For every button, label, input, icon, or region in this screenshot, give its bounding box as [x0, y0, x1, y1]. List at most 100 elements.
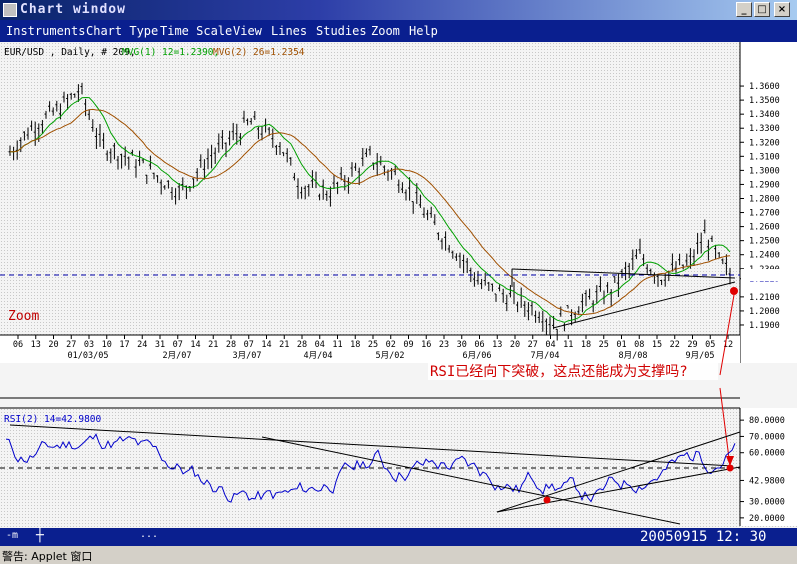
maximize-button[interactable]: □: [754, 2, 770, 17]
date-tick-label: 13: [492, 340, 502, 350]
rsi-tick-label: 60.0000: [749, 449, 785, 459]
crosshair-icon[interactable]: ┼: [36, 528, 44, 543]
date-tick-label: 17: [119, 340, 129, 350]
applet-warning-bar: 警告: Applet 窗口: [0, 546, 797, 564]
date-tick-label: 18: [350, 340, 360, 350]
price-axis-panel: [740, 42, 797, 377]
date-tick-label: 04: [545, 340, 555, 350]
status-datetime: 20050915 12: 30: [640, 529, 767, 545]
rsi-tick-label: 42.9800: [749, 476, 785, 486]
date-tick-label: 23: [439, 340, 449, 350]
lower-trendline[interactable]: [552, 281, 736, 329]
chart-area[interactable]: EUR/USD , Daily, # 209, MVG(1) 12=1.2390…: [0, 42, 797, 530]
rsi-marker-1: [543, 496, 551, 504]
menu-studies[interactable]: Studies: [316, 24, 367, 38]
date-tick-label: 05: [705, 340, 715, 350]
date-tick-label: 20: [510, 340, 520, 350]
month-label: 4月/04: [304, 351, 333, 361]
date-tick-label: 11: [563, 340, 573, 350]
price-tick-label: 1.3400: [749, 110, 780, 120]
date-axis-panel: [0, 335, 740, 363]
chart-canvas[interactable]: EUR/USD , Daily, # 209, MVG(1) 12=1.2390…: [0, 42, 797, 530]
date-tick-label: 02: [386, 340, 396, 350]
date-tick-label: 27: [66, 340, 76, 350]
close-button[interactable]: ×: [774, 2, 790, 17]
month-label: 01/03/05: [68, 351, 109, 361]
price-tick-label: 1.1900: [749, 321, 780, 331]
date-tick-label: 14: [261, 340, 271, 350]
price-tick-label: 1.3600: [749, 82, 780, 92]
rsi-trendline-1[interactable]: [9, 424, 734, 467]
date-tick-label: 27: [528, 340, 538, 350]
status-dots: ...: [140, 529, 159, 540]
instrument-label: EUR/USD , Daily, # 209,: [4, 47, 136, 58]
menu-instruments[interactable]: Instruments: [6, 24, 86, 38]
ma-short-line: [10, 96, 731, 323]
date-tick-label: 15: [652, 340, 662, 350]
date-tick-label: 25: [599, 340, 609, 350]
date-tick-label: 24: [137, 340, 147, 350]
month-label: 2月/07: [163, 351, 192, 361]
month-label: 7月/04: [531, 351, 560, 361]
ma-long-line: [10, 108, 731, 316]
rsi-tick-label: 20.0000: [749, 514, 785, 524]
annotation-arrow-top: [719, 294, 735, 376]
date-tick-label: 29: [687, 340, 697, 350]
rsi-trendline-4[interactable]: [496, 466, 741, 513]
date-tick-label: 22: [670, 340, 680, 350]
rsi-trendline-3[interactable]: [496, 431, 741, 513]
date-tick-label: 07: [244, 340, 254, 350]
support-point-marker: [730, 287, 738, 295]
date-tick-label: 09: [403, 340, 413, 350]
candlestick-series: [8, 82, 731, 341]
date-tick-label: 30: [457, 340, 467, 350]
date-tick-label: 13: [31, 340, 41, 350]
rsi-tick-label: 30.0000: [749, 498, 785, 508]
date-tick-label: 25: [368, 340, 378, 350]
app-icon: [3, 3, 17, 17]
menu-chart-type[interactable]: Chart Type: [86, 24, 159, 38]
status-bar: -m ┼ ... 20050915 12: 30: [0, 528, 797, 546]
date-tick-label: 06: [474, 340, 484, 350]
rsi-axis-panel: [740, 408, 797, 526]
price-tick-label: 1.3500: [749, 96, 780, 106]
upper-trendline[interactable]: [511, 268, 736, 279]
price-tick-label: 1.3300: [749, 124, 780, 134]
price-tick-label: 1.2100: [749, 293, 780, 303]
menu-help[interactable]: Help: [409, 24, 438, 38]
applet-warning-text: 警告: Applet 窗口: [2, 550, 93, 563]
date-tick-label: 14: [190, 340, 200, 350]
month-label: 8月/08: [619, 351, 648, 361]
annotation-text: RSI已经向下突破，这点还能成为支撑吗?: [430, 363, 688, 380]
rsi-trendline-2[interactable]: [261, 436, 681, 525]
date-tick-label: 06: [13, 340, 23, 350]
rsi-header: RSI(2) 14=42.9800: [4, 414, 102, 425]
date-tick-label: 10: [102, 340, 112, 350]
price-tick-label: 1.3100: [749, 152, 780, 162]
month-label: 3月/07: [233, 351, 262, 361]
status-icon[interactable]: -m: [6, 530, 19, 541]
ma1-label: MVG(1) 12=1.2390,: [122, 47, 219, 58]
price-tick-label: 1.2400: [749, 251, 780, 261]
price-tick-label: 1.2500: [749, 237, 780, 247]
rsi-line: [5, 433, 736, 503]
rsi-tick-label: 80.0000: [749, 416, 785, 426]
date-tick-label: 21: [208, 340, 218, 350]
minimize-button[interactable]: _: [736, 2, 752, 17]
menu-zoom[interactable]: Zoom: [371, 24, 400, 38]
window-title: Chart window: [20, 2, 126, 17]
date-tick-label: 03: [84, 340, 94, 350]
menu-view[interactable]: View: [233, 24, 262, 38]
price-tick-label: 1.2900: [749, 180, 780, 190]
date-tick-label: 12: [723, 340, 733, 350]
menu-time-scale[interactable]: Time Scale: [160, 24, 233, 38]
price-tick-label: 1.2800: [749, 194, 780, 204]
menu-lines[interactable]: Lines: [271, 24, 308, 38]
price-tick-label: 1.2700: [749, 209, 780, 219]
date-tick-label: 07: [173, 340, 183, 350]
date-tick-label: 16: [421, 340, 431, 350]
date-tick-label: 08: [634, 340, 644, 350]
month-label: 5月/02: [376, 351, 405, 361]
price-tick-label: 1.2600: [749, 223, 780, 233]
zoom-label[interactable]: Zoom: [8, 309, 39, 324]
